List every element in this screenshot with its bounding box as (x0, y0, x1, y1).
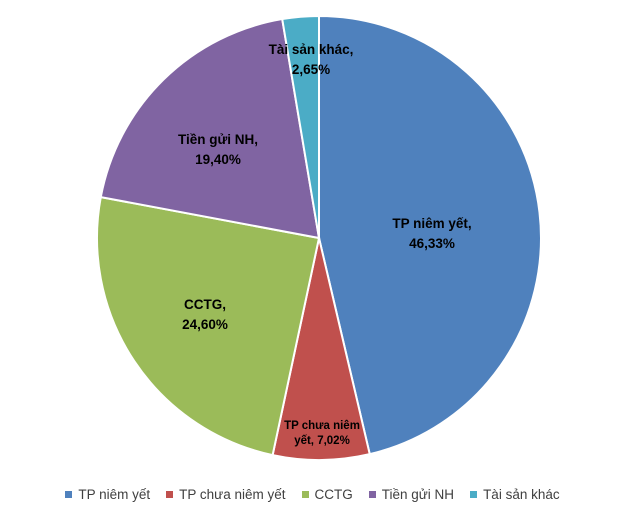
data-label-4: Tiền gửi NH, 19,40% (178, 132, 258, 167)
data-label-3: CCTG, 24,60% (182, 297, 228, 332)
data-label-1: TP niêm yết, 46,33% (392, 216, 471, 251)
legend-swatch (368, 490, 376, 498)
pie-data-labels: TP niêm yết, 46,33% TP chưa niêm yết, 7,02%… (178, 42, 472, 447)
legend-swatch (470, 490, 478, 498)
pie-slice-1 (318, 14, 542, 456)
legend-item-4: Tiền gửi NH (368, 486, 455, 502)
legend-item-2: TP chưa niêm yết (166, 486, 286, 502)
legend-swatch (65, 490, 73, 498)
pie-chart: TP niêm yết, 46,33% TP chưa niêm yết, 7,02%… (96, 14, 542, 461)
pie-slice-3 (96, 195, 321, 457)
legend-label: Tiền gửi NH (381, 486, 455, 502)
legend-item-3: CCTG (301, 486, 353, 502)
legend-swatch (166, 490, 174, 498)
legend-swatch (301, 490, 309, 498)
legend-label: TP niêm yết (78, 486, 151, 502)
pie-slices (96, 14, 542, 461)
chart-legend: TP niêm yết TP chưa niêm yết CCTG Tiền gửi … (0, 484, 625, 504)
data-label-5: Tài sản khác, 2,65% (269, 42, 354, 77)
data-label-2: TP chưa niêm yết, 7,02% (284, 420, 360, 447)
legend-item-5: Tài sản khác (470, 487, 560, 502)
legend-label: TP chưa niêm yết (179, 486, 286, 502)
pie-slice-4 (99, 17, 321, 240)
pie-slice-5 (281, 14, 320, 239)
legend-label: Tài sản khác (483, 486, 560, 502)
legend-label: CCTG (314, 486, 353, 502)
legend-item-1: TP niêm yết (65, 487, 150, 502)
